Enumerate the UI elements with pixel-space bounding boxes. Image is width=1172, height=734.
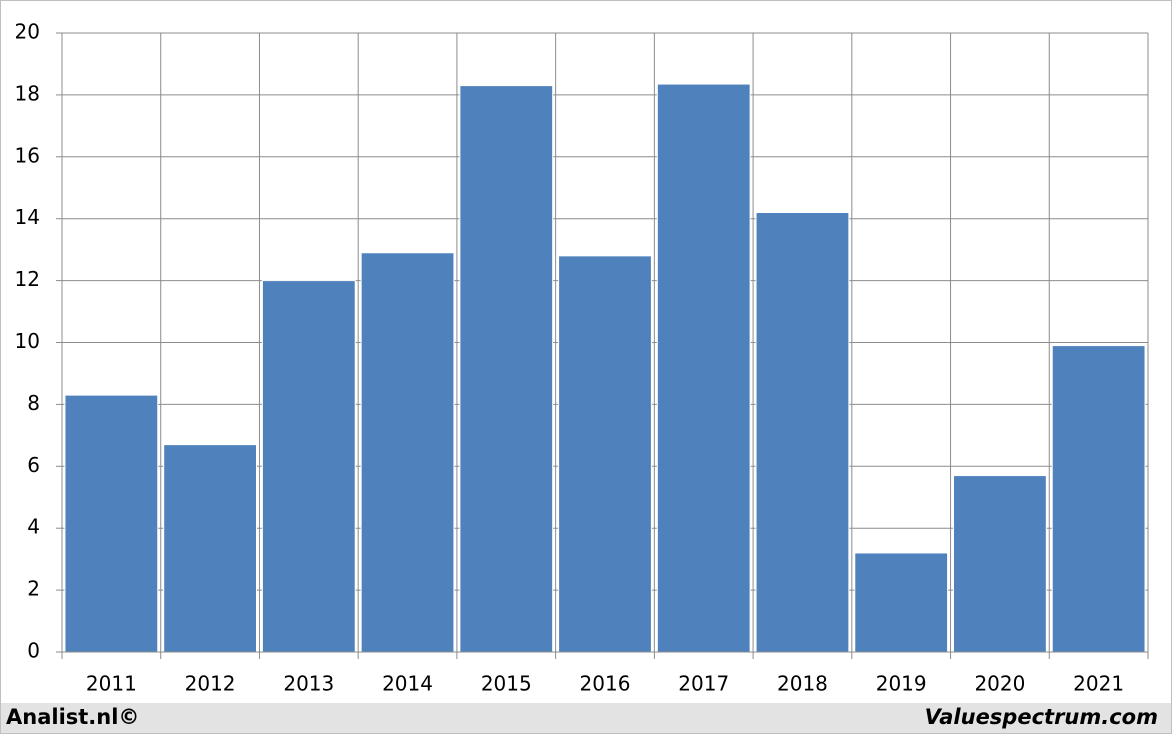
x-tick-label: 2021 [1073,672,1124,696]
x-tick-label: 2014 [382,672,433,696]
bar [1051,345,1146,653]
bar [953,475,1047,653]
bar [64,394,159,653]
footer-right: Valuespectrum.com [925,705,1158,729]
bar [755,212,850,653]
x-tick-label: 2017 [678,672,729,696]
y-tick-label: 2 [27,577,40,601]
x-tick-label: 2020 [974,672,1025,696]
bar [261,280,356,653]
y-tick-label: 10 [15,329,40,353]
bar [459,85,554,653]
y-tick-label: 12 [15,267,40,291]
x-tick-label: 2011 [86,672,137,696]
bar [163,444,257,653]
x-tick-label: 2015 [481,672,532,696]
y-tick-label: 14 [15,205,40,229]
y-tick-label: 4 [27,515,40,539]
y-tick-label: 8 [27,391,40,415]
x-tick-label: 2013 [283,672,334,696]
footer-left: Analist.nl© [6,705,139,729]
y-tick-label: 20 [15,20,40,44]
y-tick-label: 0 [27,639,40,663]
x-tick-label: 2016 [580,672,631,696]
bar [360,252,455,653]
y-tick-label: 18 [15,81,40,105]
x-tick-label: 2019 [876,672,927,696]
x-tick-label: 2012 [185,672,236,696]
y-tick-label: 16 [15,143,40,167]
y-tick-label: 6 [27,453,40,477]
bar [854,552,949,653]
footer-band [1,703,1171,733]
bar [656,83,751,653]
x-tick-label: 2018 [777,672,828,696]
bar [558,255,652,653]
